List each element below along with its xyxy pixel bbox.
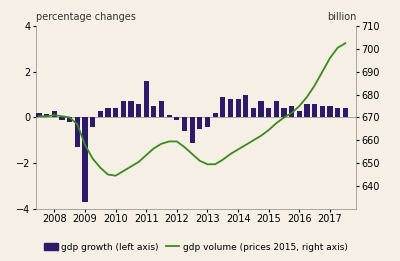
- Bar: [182, 117, 187, 131]
- Bar: [335, 108, 340, 117]
- Bar: [289, 106, 294, 117]
- Bar: [113, 108, 118, 117]
- Bar: [312, 104, 317, 117]
- Bar: [82, 117, 88, 202]
- Bar: [67, 117, 72, 122]
- Bar: [128, 102, 134, 117]
- Bar: [44, 114, 49, 117]
- Text: billion: billion: [327, 13, 356, 22]
- Bar: [174, 117, 180, 120]
- Legend: gdp growth (left axis), gdp volume (prices 2015, right axis): gdp growth (left axis), gdp volume (pric…: [40, 239, 352, 255]
- Bar: [297, 111, 302, 117]
- Bar: [144, 81, 149, 117]
- Bar: [220, 97, 225, 117]
- Bar: [52, 111, 57, 117]
- Bar: [266, 108, 271, 117]
- Text: percentage changes: percentage changes: [36, 13, 136, 22]
- Bar: [75, 117, 80, 147]
- Bar: [98, 111, 103, 117]
- Bar: [274, 102, 279, 117]
- Bar: [36, 113, 42, 117]
- Bar: [320, 106, 325, 117]
- Bar: [282, 108, 287, 117]
- Bar: [90, 117, 95, 127]
- Bar: [343, 108, 348, 117]
- Bar: [251, 108, 256, 117]
- Bar: [205, 117, 210, 127]
- Bar: [258, 102, 264, 117]
- Bar: [327, 106, 332, 117]
- Bar: [236, 99, 241, 117]
- Bar: [197, 117, 202, 129]
- Bar: [121, 102, 126, 117]
- Bar: [60, 117, 65, 120]
- Bar: [228, 99, 233, 117]
- Bar: [190, 117, 195, 143]
- Bar: [212, 113, 218, 117]
- Bar: [167, 115, 172, 117]
- Bar: [159, 102, 164, 117]
- Bar: [136, 104, 141, 117]
- Bar: [243, 94, 248, 117]
- Bar: [105, 108, 110, 117]
- Bar: [151, 106, 156, 117]
- Bar: [304, 104, 310, 117]
